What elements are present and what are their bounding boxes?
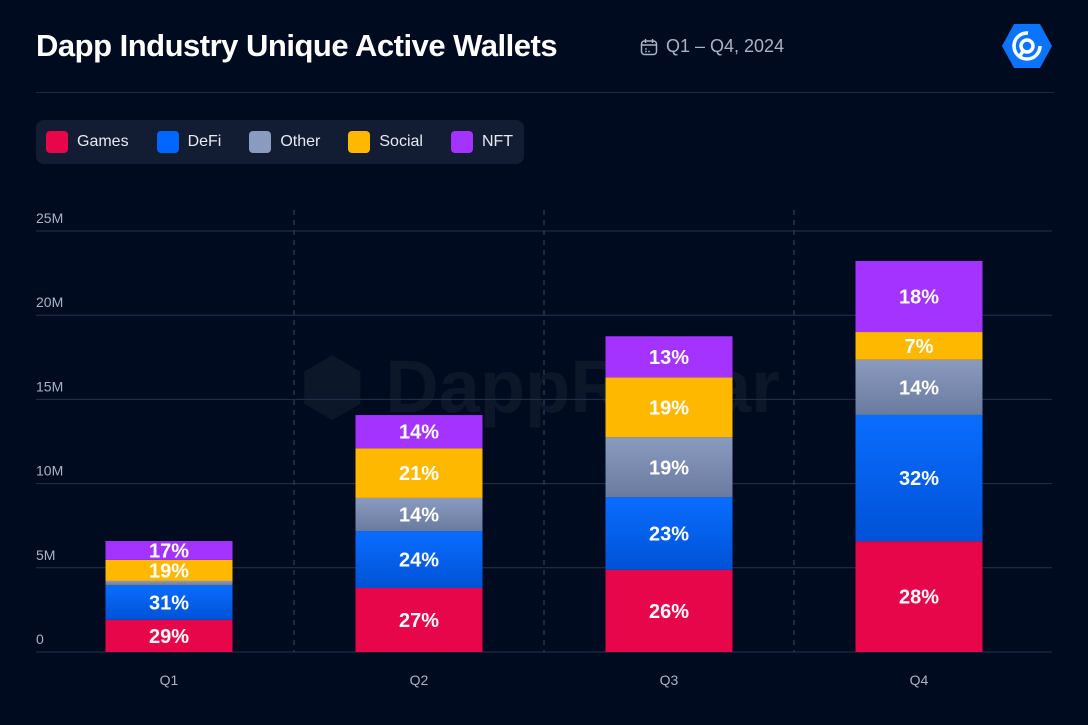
legend-label: Games — [77, 133, 129, 150]
bar-segment-other-q3 — [605, 437, 733, 498]
date-range: Q1 – Q4, 2024 — [640, 36, 784, 57]
legend-label: DeFi — [187, 133, 222, 150]
bar-segment-defi-q1 — [105, 585, 233, 620]
x-tick-label: Q4 — [910, 672, 929, 688]
bar-segment-defi-q2 — [355, 531, 483, 589]
period-label: Q1 – Q4, 2024 — [666, 36, 785, 56]
data-label: 31% — [149, 593, 189, 615]
data-label: 27% — [399, 610, 439, 632]
bar-segment-nft-q2 — [355, 415, 483, 449]
legend-label: Other — [280, 133, 321, 150]
legend-label: Social — [379, 133, 423, 150]
bar-segment-defi-q3 — [605, 497, 733, 570]
data-label: 23% — [649, 524, 689, 546]
header-divider — [36, 92, 1054, 93]
data-label: 14% — [399, 422, 439, 444]
data-label: 14% — [899, 377, 939, 399]
bar-segment-other-q4 — [855, 359, 983, 415]
data-label: 18% — [899, 287, 939, 309]
legend-swatch — [249, 131, 272, 153]
legend-item-nft: NFT — [450, 131, 514, 153]
bar-segment-games-q1 — [105, 619, 233, 652]
legend-item-other: Other — [249, 131, 320, 153]
legend-swatch — [450, 131, 473, 153]
x-tick-label: Q2 — [410, 672, 429, 688]
bar-segment-social-q1 — [105, 559, 233, 581]
bar-segment-social-q4 — [855, 332, 983, 360]
data-label: 13% — [649, 347, 689, 369]
data-label: 28% — [899, 587, 939, 609]
legend-swatch — [46, 131, 68, 153]
legend-swatch — [156, 131, 179, 153]
data-label: 21% — [399, 463, 439, 485]
bar-segment-defi-q4 — [855, 414, 983, 542]
legend: Games DeFi Other Social NFT — [36, 120, 524, 164]
bar-segment-other-q2 — [355, 497, 483, 532]
bar-segment-nft-q4 — [855, 260, 983, 333]
x-tick-label: Q1 — [160, 672, 179, 688]
legend-item-defi: DeFi — [156, 131, 222, 153]
data-label: 26% — [649, 601, 689, 623]
bar-segment-nft-q3 — [605, 336, 733, 378]
bar-segment-other-q1 — [105, 580, 233, 586]
legend-item-games: Games — [46, 131, 129, 153]
data-label: 7% — [905, 336, 934, 358]
data-label: 14% — [399, 505, 439, 527]
legend-swatch — [348, 131, 371, 153]
data-label: 29% — [149, 626, 189, 648]
bar-segment-games-q4 — [855, 541, 983, 652]
page-title: Dapp Industry Unique Active Wallets — [36, 28, 558, 63]
bar-segment-games-q3 — [605, 569, 733, 652]
y-tick-label: 15M — [36, 378, 63, 394]
data-label: 19% — [649, 397, 689, 419]
bar-segment-nft-q1 — [105, 541, 233, 560]
bar-segment-social-q3 — [605, 377, 733, 438]
y-tick-label: 5M — [36, 547, 55, 563]
y-tick-label: 0 — [36, 631, 44, 647]
calendar-icon — [640, 38, 658, 55]
bar-segment-social-q2 — [355, 448, 483, 498]
data-label: 32% — [899, 468, 939, 490]
legend-label: NFT — [481, 133, 514, 150]
legend-item-social: Social — [348, 131, 423, 153]
y-tick-label: 10M — [36, 463, 63, 479]
bar-segment-games-q2 — [355, 588, 483, 652]
dappradar-logo — [1002, 24, 1052, 68]
data-label: 17% — [149, 540, 189, 562]
y-tick-label: 25M — [36, 210, 63, 226]
y-tick-label: 20M — [36, 294, 63, 310]
x-tick-label: Q3 — [660, 672, 679, 688]
data-label: 19% — [149, 560, 189, 582]
data-label: 24% — [399, 550, 439, 572]
data-label: 19% — [649, 457, 689, 479]
